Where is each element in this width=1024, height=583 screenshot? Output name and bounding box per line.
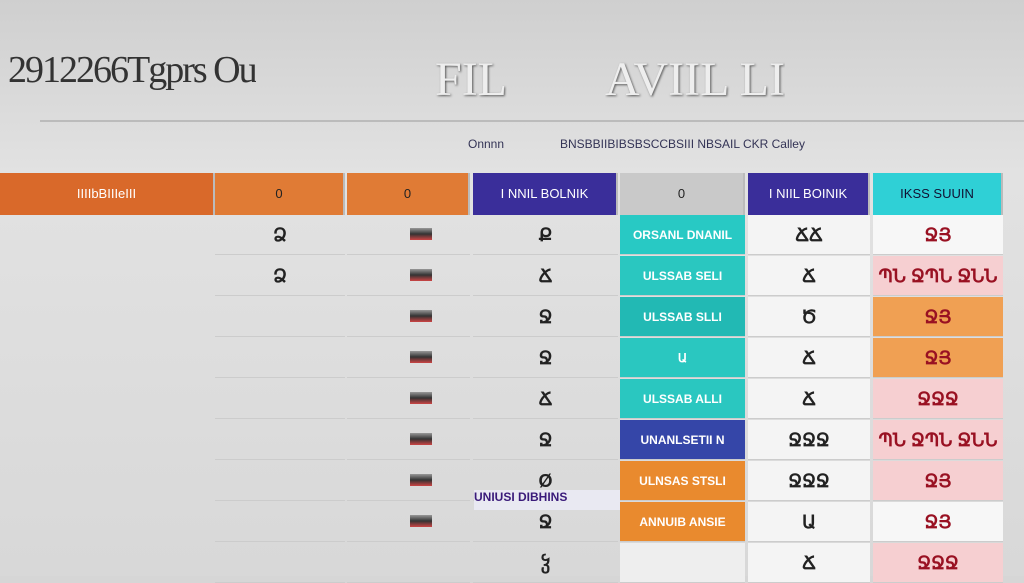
bar-stripe: [410, 392, 432, 404]
bar-stripe: [410, 269, 432, 281]
table-cell: ՃՃ: [748, 215, 870, 255]
bar-stripe: [410, 310, 432, 322]
subtitle: BNSBBIIBIBSBSCCBSIII NBSAIL CKR Calley: [560, 137, 805, 151]
table-cell: Ջ: [473, 297, 618, 337]
table-cell: ՋՅ: [873, 502, 1003, 542]
table-cell: ՊՆ ՋՊՆ ՋՆՆ: [873, 420, 1003, 460]
table-cell: ULSSAB SLLI: [620, 297, 745, 337]
table-cell: [215, 297, 345, 337]
table-cell: ULNSAS STSLI: [620, 461, 745, 501]
table-cell: Ջ: [473, 338, 618, 378]
table-cell: [215, 379, 345, 419]
table-cell: [347, 338, 470, 378]
banner: UNIUSI DIBHINS: [474, 490, 620, 510]
table-cell: Ք: [473, 215, 618, 255]
table-cell: Ա: [748, 502, 870, 542]
table-cell: Ա: [620, 338, 745, 378]
table-cell: Ճ: [473, 379, 618, 419]
column-header: IKSS SUUIN: [873, 173, 1003, 215]
table-cell: Ճ: [748, 543, 870, 583]
table-cell: Ձ: [215, 256, 345, 296]
bar-stripe: [410, 474, 432, 486]
table-cell: ANNUIB ANSIE: [620, 502, 745, 542]
column-header: 0: [347, 173, 470, 215]
bar-stripe: [410, 433, 432, 445]
table-cell: ՋՋՋ: [873, 543, 1003, 583]
table-cell: ჴ: [473, 543, 618, 583]
column-header: 0: [620, 173, 745, 215]
table-cell: [347, 502, 470, 542]
table-cell: Ճ: [748, 379, 870, 419]
table-cell: Ճ: [748, 338, 870, 378]
table-cell: Ջ: [473, 502, 618, 542]
tag: FIL: [435, 53, 507, 106]
bar-stripe: [410, 351, 432, 363]
column-header: 0: [215, 173, 345, 215]
table-cell: ՋՅ: [873, 297, 1003, 337]
table-cell: Ճ: [473, 256, 618, 296]
title: 2912266Tgprs Ou: [8, 49, 256, 91]
table-cell: [215, 543, 345, 583]
table-cell: ULSSAB SELI: [620, 256, 745, 296]
table-cell: ՊՆ ՋՊՆ ՋՆՆ: [873, 256, 1003, 296]
table-cell: ՋՋՋ: [748, 420, 870, 460]
table-cell: ՋՅ: [873, 215, 1003, 255]
table-cell: ՋՋՋ: [873, 379, 1003, 419]
table-cell: [347, 297, 470, 337]
table-cell: [347, 461, 470, 501]
bar-stripe: [410, 515, 432, 527]
column-header: IIIIbBIIIeIII: [0, 173, 215, 215]
table-cell: Ձ: [215, 215, 345, 255]
column-header: I NNIL BOLNIK: [473, 173, 618, 215]
table-cell: [347, 420, 470, 460]
subtitle: Onnnn: [468, 137, 505, 151]
table-cell: ORSANL DNANIL: [620, 215, 745, 255]
table-cell: Ջ: [473, 420, 618, 460]
table-cell: [347, 543, 470, 583]
table-cell: [215, 461, 345, 501]
table-cell: Ծ: [748, 297, 870, 337]
rule: [40, 120, 1024, 122]
table-cell: [215, 338, 345, 378]
table-cell: [347, 256, 470, 296]
bar-stripe: [410, 228, 432, 240]
table-cell: ULSSAB ALLI: [620, 379, 745, 419]
table-cell: ՋՅ: [873, 461, 1003, 501]
table-cell: ՋՅ: [873, 338, 1003, 378]
table-cell: [347, 215, 470, 255]
tag: AVIIL LI: [605, 53, 785, 106]
table-cell: ՋՋՋ: [748, 461, 870, 501]
table-cell: UNANLSETII N: [620, 420, 745, 460]
table-cell: [347, 379, 470, 419]
table-cell: [620, 543, 745, 583]
column-header: I NIIL BOINIK: [748, 173, 870, 215]
table-cell: [215, 502, 345, 542]
table-cell: Ճ: [748, 256, 870, 296]
table-cell: [215, 420, 345, 460]
